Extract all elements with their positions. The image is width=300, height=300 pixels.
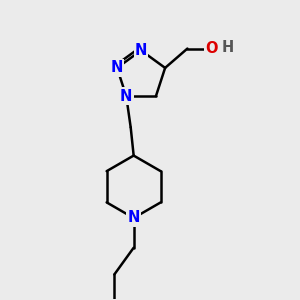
Text: N: N xyxy=(135,43,147,58)
Text: H: H xyxy=(221,40,234,56)
Text: N: N xyxy=(120,88,132,104)
Text: O: O xyxy=(205,41,217,56)
Text: N: N xyxy=(111,60,123,75)
Text: N: N xyxy=(128,211,140,226)
